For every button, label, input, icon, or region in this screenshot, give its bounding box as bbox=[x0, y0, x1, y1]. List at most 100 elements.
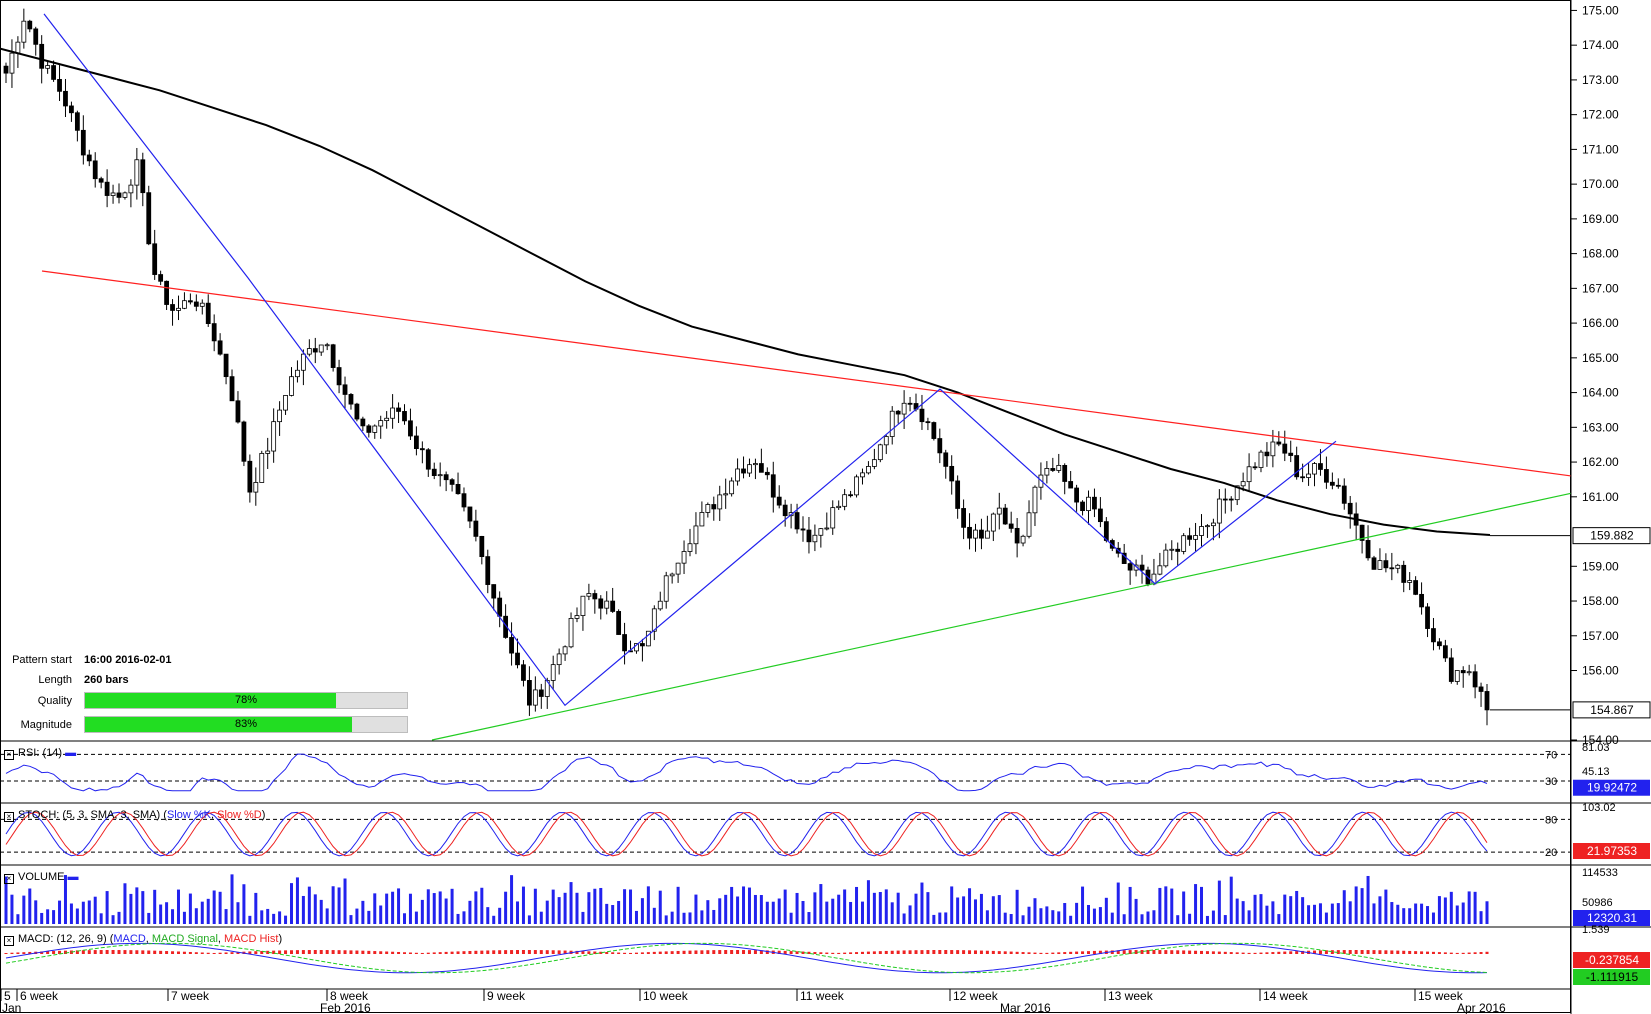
volume-bar bbox=[831, 898, 835, 924]
macd-hist-bar bbox=[1437, 952, 1441, 954]
volume-bar bbox=[1051, 910, 1055, 924]
volume-bar bbox=[545, 900, 549, 924]
candle-body bbox=[990, 513, 996, 532]
macd-hist-bar bbox=[510, 950, 514, 954]
candle-body bbox=[74, 112, 80, 131]
volume-bar bbox=[194, 908, 198, 924]
candle-body bbox=[378, 420, 384, 427]
candle-body bbox=[794, 512, 800, 530]
price-tick-label: 172.00 bbox=[1582, 108, 1619, 122]
volume-bar bbox=[188, 893, 192, 924]
volume-bar bbox=[420, 899, 424, 924]
macd-hist-bar bbox=[742, 950, 746, 954]
macd-hist-bar bbox=[718, 950, 722, 954]
candle-body bbox=[527, 680, 532, 706]
macd-hist-bar bbox=[979, 950, 983, 954]
candle-body bbox=[1318, 463, 1323, 470]
volume-bar bbox=[908, 905, 912, 924]
macd-hist-bar bbox=[1295, 951, 1299, 954]
macd-hist-bar bbox=[1283, 951, 1287, 954]
macd-hist-bar bbox=[1146, 950, 1150, 954]
candle-body bbox=[1401, 564, 1407, 583]
rsi-value-box bbox=[1573, 779, 1650, 796]
candle-body bbox=[235, 400, 241, 423]
macd-hist-bar bbox=[878, 951, 882, 954]
candle-body bbox=[616, 611, 622, 635]
macd-hist-bar bbox=[1324, 950, 1328, 954]
candle-body bbox=[229, 376, 235, 402]
volume-label: × VOLUME ▬ bbox=[4, 871, 79, 884]
macd-hist-bar bbox=[700, 950, 704, 954]
volume-bar bbox=[1372, 903, 1376, 924]
volume-bar bbox=[968, 888, 972, 924]
macd-hist-bar bbox=[444, 951, 448, 954]
macd-hist-bar bbox=[75, 950, 79, 954]
macd-hist-bar bbox=[1176, 950, 1180, 954]
volume-bar bbox=[1396, 904, 1400, 924]
volume-bar bbox=[807, 912, 811, 924]
volume-bar bbox=[1324, 912, 1328, 924]
macd-hist-bar bbox=[408, 952, 412, 954]
ma-price-marker-box bbox=[1572, 527, 1651, 545]
macd-hist-bar bbox=[985, 950, 989, 954]
macd-hist-bar bbox=[153, 950, 157, 954]
candle-body bbox=[247, 460, 253, 493]
macd-hist-bar bbox=[295, 950, 299, 954]
quality-bar: 78% bbox=[84, 692, 408, 709]
volume-bar bbox=[1081, 886, 1085, 924]
price-tick-label: 161.00 bbox=[1582, 490, 1619, 504]
macd-hist-bar bbox=[373, 951, 377, 954]
macd-hist-bar bbox=[545, 950, 549, 954]
candle-body bbox=[937, 438, 943, 454]
candle-body bbox=[134, 159, 140, 186]
macd-value-1: -0.237854 bbox=[1585, 953, 1639, 967]
rsi-axis-label: 70 bbox=[1545, 749, 1557, 761]
macd-hist-bar bbox=[129, 950, 133, 954]
macd-hist-bar bbox=[658, 951, 662, 954]
volume-bar bbox=[361, 900, 365, 924]
macd-hist-bar bbox=[849, 952, 853, 954]
macd-hist-bar bbox=[1467, 952, 1471, 954]
volume-bar bbox=[640, 898, 644, 924]
stoch-label: × STOCH: (5, 3, SMA, 3, SMA) (Slow %K, Sl… bbox=[4, 809, 265, 822]
price-tick-label: 154.00 bbox=[1582, 733, 1619, 747]
macd-hist-bar bbox=[46, 951, 50, 954]
volume-bar bbox=[266, 908, 270, 924]
volume-bar bbox=[206, 898, 210, 924]
candle-body bbox=[402, 411, 407, 422]
volume-bar bbox=[159, 904, 163, 924]
candle-body bbox=[128, 184, 134, 194]
volume-bar bbox=[872, 892, 876, 924]
volume-bar bbox=[367, 910, 371, 924]
volume-bar bbox=[1205, 915, 1209, 924]
candle-body bbox=[39, 43, 45, 69]
macd-hist-bar bbox=[765, 950, 769, 954]
macd-hist-bar bbox=[385, 951, 389, 954]
volume-bar bbox=[1140, 914, 1144, 924]
macd-hist-bar bbox=[991, 950, 995, 954]
macd-hist-bar bbox=[248, 951, 252, 954]
resistance-trendline bbox=[41, 270, 1572, 477]
volume-bar bbox=[254, 892, 258, 924]
macd-hist-bar bbox=[1223, 951, 1227, 954]
macd-hist-bar bbox=[1015, 951, 1019, 954]
volume-bar bbox=[1455, 905, 1459, 924]
candle-body bbox=[9, 52, 15, 74]
candle-body bbox=[1026, 512, 1032, 537]
macd-hist-bar bbox=[956, 950, 960, 954]
volume-bar bbox=[40, 912, 44, 924]
volume-bar bbox=[272, 913, 276, 924]
macd-hist-bar bbox=[141, 950, 145, 954]
price-panel bbox=[0, 0, 1572, 1013]
macd-hist-bar bbox=[736, 950, 740, 954]
macd-hist-bar bbox=[1414, 951, 1418, 954]
candle-body bbox=[1216, 498, 1222, 524]
volume-bar bbox=[1229, 876, 1233, 924]
candle-body bbox=[622, 634, 627, 652]
macd-hist-bar bbox=[902, 950, 906, 954]
candle-body bbox=[15, 41, 21, 54]
volume-bar bbox=[1277, 914, 1281, 924]
volume-bar bbox=[1414, 903, 1418, 924]
volume-bar bbox=[426, 889, 430, 924]
candle-body bbox=[877, 444, 883, 461]
